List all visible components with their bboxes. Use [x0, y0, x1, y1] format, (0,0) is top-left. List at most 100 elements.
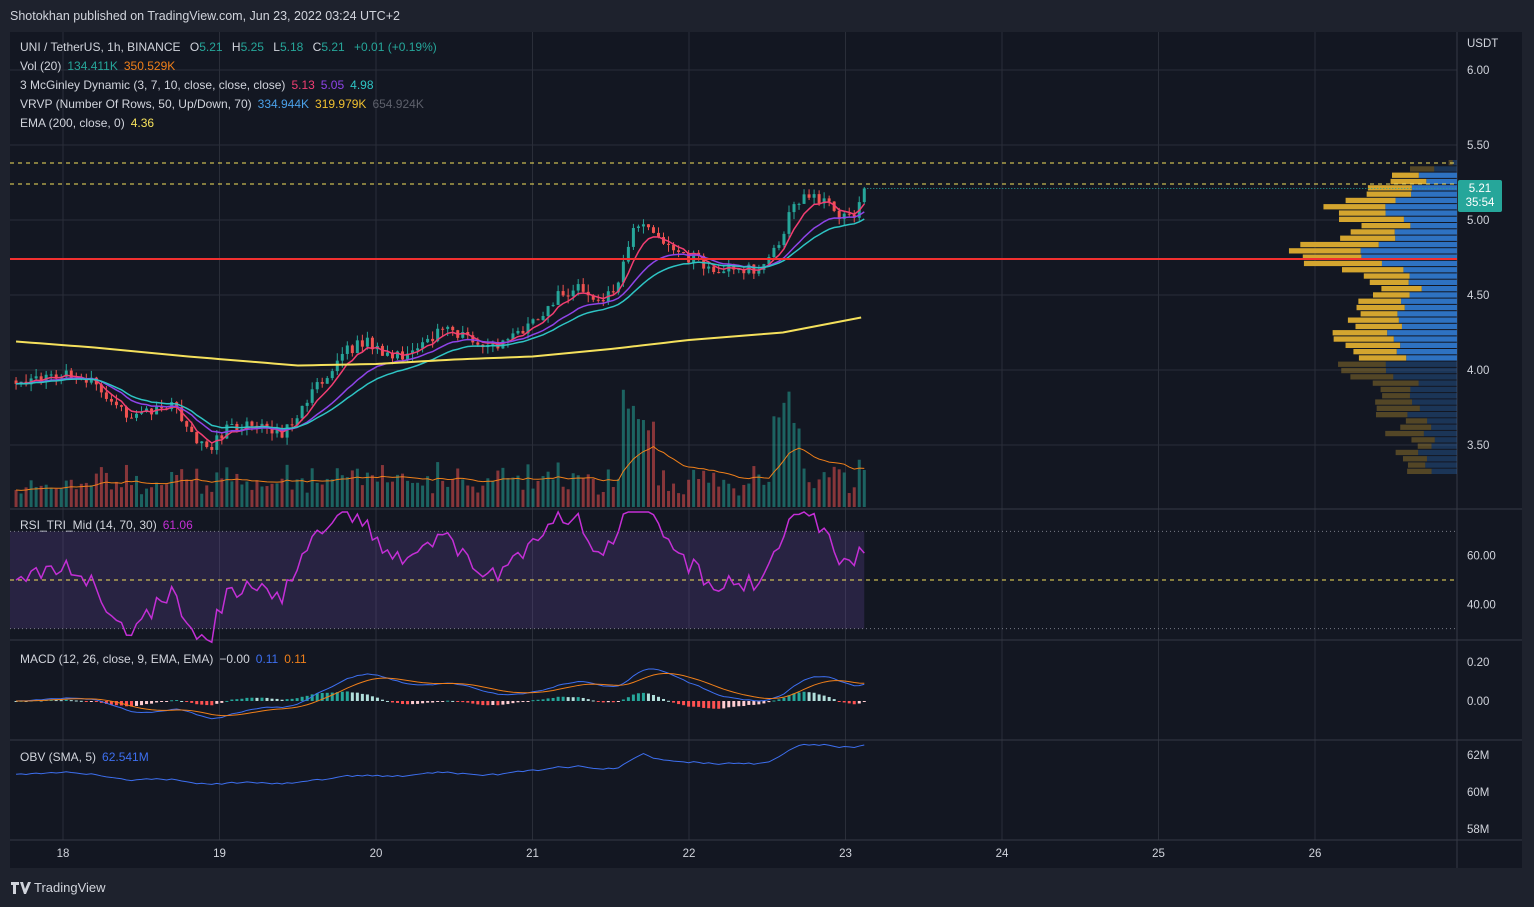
- volume-bar: [536, 480, 540, 507]
- vrvp-up-row: [1426, 178, 1457, 185]
- macd-histogram-bar: [195, 701, 199, 705]
- legend-obv[interactable]: OBV (SMA, 5) 62.541M: [20, 750, 149, 764]
- candle-body: [441, 328, 445, 330]
- macd-histogram-bar: [411, 701, 415, 705]
- volume-bar: [737, 495, 741, 507]
- macd-histogram-bar: [677, 701, 681, 705]
- volume-bar: [656, 485, 660, 507]
- candle-body: [591, 295, 595, 300]
- macd-histogram-bar: [531, 700, 535, 702]
- vrvp-down-row: [1407, 462, 1426, 468]
- vrvp-up-row: [1395, 197, 1457, 204]
- ema200-line: [15, 316, 862, 367]
- macd-histogram-bar: [832, 699, 836, 701]
- macd-histogram-bar: [380, 699, 384, 701]
- macd-histogram-bar: [54, 700, 58, 702]
- macd-histogram-bar: [305, 695, 309, 701]
- grid-lines: [10, 32, 1522, 868]
- volume-bar: [626, 408, 630, 507]
- macd-histogram-bar: [516, 701, 520, 703]
- volume-bar: [390, 481, 394, 507]
- macd-histogram-bar: [646, 693, 650, 701]
- volume-bar: [406, 480, 410, 507]
- volume-bar: [175, 475, 179, 507]
- macd-histogram-bar: [421, 701, 425, 704]
- volume-bar: [370, 475, 374, 507]
- macd-histogram-bar: [697, 701, 701, 707]
- vrvp-up-row: [1403, 216, 1457, 222]
- obv-tick-label: 60M: [1467, 787, 1489, 799]
- candle-body: [782, 233, 786, 246]
- macd-histogram-bar: [727, 701, 731, 708]
- volume-bar: [837, 469, 841, 507]
- volume-bar: [190, 480, 194, 507]
- vrvp-up-row: [1381, 260, 1457, 267]
- candle-body: [576, 284, 580, 291]
- volume-bar: [616, 478, 620, 507]
- volume-bar: [124, 464, 128, 507]
- macd-histogram-bar: [702, 701, 706, 708]
- chart-area[interactable]: [10, 32, 1522, 868]
- candle-body: [501, 340, 505, 349]
- price-tick-label: 6.00: [1467, 65, 1489, 77]
- macd-histogram-bar: [787, 695, 791, 701]
- volume-bar: [496, 470, 500, 507]
- vrvp-down-row: [1405, 418, 1428, 424]
- candle-body: [566, 295, 570, 297]
- vrvp-down-row: [1338, 361, 1386, 367]
- price-axis-unit: USDT: [1467, 38, 1498, 50]
- macd-histogram-bar: [160, 701, 164, 702]
- candle-body: [451, 326, 455, 331]
- legend-macd[interactable]: MACD (12, 26, close, 9, EMA, EMA) −0.00 0.…: [20, 652, 307, 666]
- macd-histogram-bar: [124, 701, 128, 707]
- vrvp-down-row: [1345, 197, 1396, 204]
- volume-bar: [215, 472, 219, 507]
- macd-histogram-bar: [481, 701, 485, 706]
- legend-vrvp[interactable]: VRVP (Number Of Rows, 50, Up/Down, 70) 33…: [20, 97, 424, 111]
- vrvp-up-row: [1409, 292, 1457, 298]
- vrvp-up-row: [1393, 374, 1457, 380]
- candle-body: [667, 243, 671, 245]
- candle-body: [817, 194, 821, 204]
- candle-body: [677, 250, 681, 253]
- candle-body: [521, 330, 525, 334]
- legend-mcginley[interactable]: 3 McGinley Dynamic (3, 7, 10, close, clo…: [20, 78, 374, 92]
- time-tick-label: 23: [839, 848, 852, 860]
- last-price-value: 5.21: [1468, 183, 1492, 195]
- macd-histogram-bar: [335, 692, 339, 701]
- volume-bar: [416, 482, 420, 507]
- macd-histogram-bar: [330, 692, 334, 701]
- time-tick-label: 18: [57, 848, 70, 860]
- obv-tick-label: 62M: [1467, 750, 1489, 762]
- vrvp-down-row: [1353, 349, 1397, 355]
- candle-body: [616, 282, 620, 293]
- candle-body: [270, 426, 274, 434]
- volume-bar: [486, 478, 490, 507]
- legend-vol[interactable]: Vol (20) 134.411K 350.529K: [20, 59, 176, 73]
- vrvp-up-row: [1360, 248, 1457, 254]
- candle-body: [636, 226, 640, 229]
- legend-ema[interactable]: EMA (200, close, 0) 4.36: [20, 116, 155, 130]
- volume-bar: [556, 462, 560, 507]
- volume-bar: [591, 478, 595, 507]
- macd-histogram-bar: [752, 701, 756, 705]
- volume-bar: [787, 391, 791, 507]
- legend-rsi[interactable]: RSI_TRI_Mid (14, 70, 30) 61.06: [20, 518, 193, 532]
- volume-bar: [89, 485, 93, 507]
- indicator-panes: [10, 510, 1457, 785]
- time-tick-label: 24: [996, 848, 1009, 860]
- macd-histogram-bar: [747, 701, 751, 705]
- candle-body: [561, 291, 565, 296]
- macd-histogram-bar: [185, 701, 189, 702]
- volume-bar: [601, 491, 605, 507]
- vrvp-up-row: [1387, 330, 1457, 336]
- volume-bar: [687, 479, 691, 507]
- volume-bar: [596, 494, 600, 507]
- vrvp-down-row: [1385, 430, 1424, 437]
- volume-bar: [511, 477, 515, 507]
- macd-histogram-bar: [717, 701, 721, 709]
- volume-bar: [471, 486, 475, 507]
- volume-bar: [365, 472, 369, 507]
- ohlc-c: C5.21: [312, 40, 345, 54]
